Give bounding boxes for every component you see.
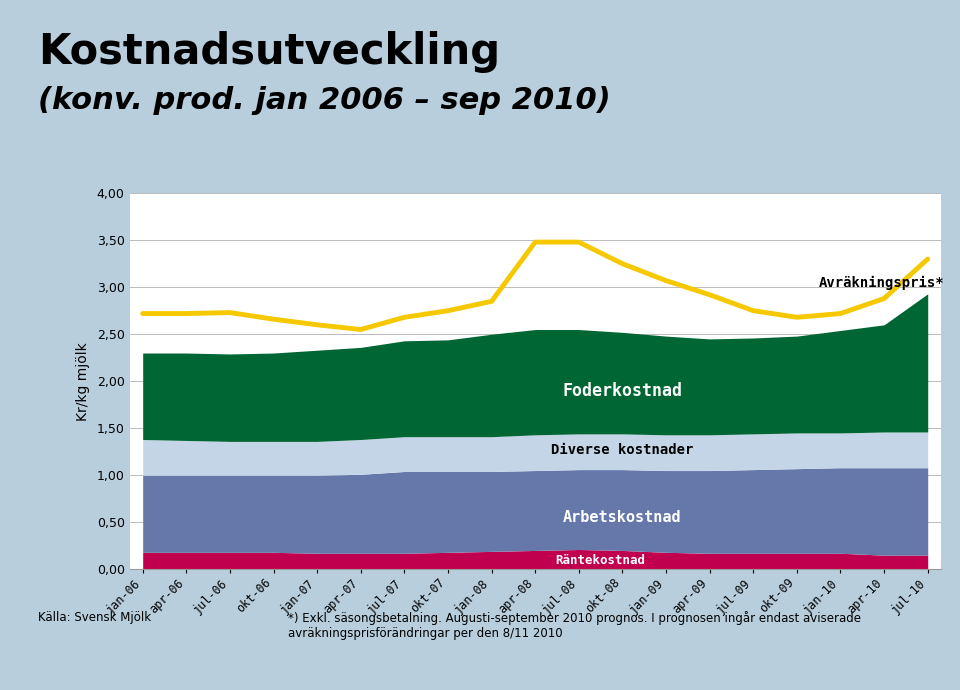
Text: Räntekostnad: Räntekostnad xyxy=(556,554,646,566)
Y-axis label: Kr/kg mjölk: Kr/kg mjölk xyxy=(76,342,90,421)
Text: *) Exkl. säsongsbetalning. Augusti-september 2010 prognos. I prognosen ingår end: *) Exkl. säsongsbetalning. Augusti-septe… xyxy=(288,611,861,640)
Text: Källa: Svensk Mjölk: Källa: Svensk Mjölk xyxy=(38,611,152,624)
Text: Avräkningspris*: Avräkningspris* xyxy=(819,275,945,290)
Text: Arbetskostnad: Arbetskostnad xyxy=(564,510,682,525)
Text: Diverse kostnader: Diverse kostnader xyxy=(551,443,694,457)
Text: Foderkostnad: Foderkostnad xyxy=(563,382,683,400)
Text: Kostnadsutveckling: Kostnadsutveckling xyxy=(38,31,500,73)
Text: (konv. prod. jan 2006 – sep 2010): (konv. prod. jan 2006 – sep 2010) xyxy=(38,86,612,115)
